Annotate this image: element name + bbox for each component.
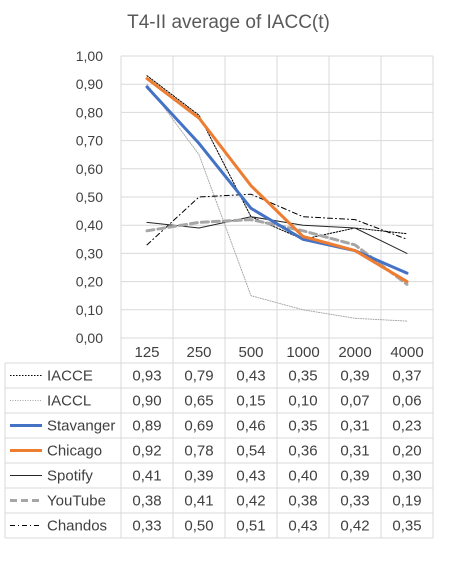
data-label: 0,51 bbox=[236, 518, 265, 535]
data-label: 0,35 bbox=[392, 518, 421, 535]
data-label: 0,31 bbox=[340, 443, 369, 460]
y-tick-label: 0,00 bbox=[76, 330, 103, 346]
y-tick-label: 0,90 bbox=[76, 76, 103, 92]
y-tick-label: 0,80 bbox=[76, 104, 103, 120]
legend-label-iaccl: IACCL bbox=[47, 393, 91, 410]
chart-title: T4-II average of IACC(t) bbox=[127, 12, 330, 33]
data-label: 0,33 bbox=[132, 518, 161, 535]
data-label: 0,54 bbox=[236, 443, 265, 460]
data-label: 0,31 bbox=[340, 418, 369, 435]
x-tick-label: 1000 bbox=[286, 344, 319, 361]
x-tick-label: 500 bbox=[238, 344, 263, 361]
y-tick-label: 0,70 bbox=[76, 133, 103, 149]
x-tick-label: 125 bbox=[134, 344, 159, 361]
y-tick-label: 0,20 bbox=[76, 274, 103, 290]
data-label: 0,37 bbox=[392, 368, 421, 385]
data-label: 0,19 bbox=[392, 493, 421, 510]
series-line-chandos bbox=[146, 193, 408, 246]
data-label: 0,38 bbox=[288, 493, 317, 510]
data-label: 0,33 bbox=[340, 493, 369, 510]
series-line-spotify bbox=[146, 216, 408, 254]
data-label: 0,07 bbox=[340, 393, 369, 410]
data-label: 0,93 bbox=[132, 368, 161, 385]
data-label: 0,78 bbox=[184, 443, 213, 460]
legend-label-iacce: IACCE bbox=[47, 368, 93, 385]
data-label: 0,35 bbox=[288, 418, 317, 435]
data-label: 0,69 bbox=[184, 418, 213, 435]
y-tick-label: 1,00 bbox=[76, 48, 103, 64]
y-tick-label: 0,30 bbox=[76, 245, 103, 261]
data-label: 0,42 bbox=[340, 518, 369, 535]
legend-label-chandos: Chandos bbox=[47, 518, 107, 535]
data-label: 0,38 bbox=[132, 493, 161, 510]
x-tick-label: 4000 bbox=[390, 344, 423, 361]
series-line-iaccl bbox=[146, 83, 408, 322]
data-label: 0,06 bbox=[392, 393, 421, 410]
data-label: 0,36 bbox=[288, 443, 317, 460]
y-tick-label: 0,60 bbox=[76, 161, 103, 177]
data-label: 0,39 bbox=[340, 368, 369, 385]
data-label: 0,41 bbox=[132, 468, 161, 485]
data-label: 0,46 bbox=[236, 418, 265, 435]
data-label: 0,79 bbox=[184, 368, 213, 385]
series-line-iacce bbox=[146, 75, 408, 240]
data-label: 0,50 bbox=[184, 518, 213, 535]
data-label: 0,90 bbox=[132, 393, 161, 410]
data-label: 0,43 bbox=[236, 368, 265, 385]
series-line-chicago bbox=[145, 77, 409, 284]
x-tick-label: 2000 bbox=[338, 344, 371, 361]
data-label: 0,40 bbox=[288, 468, 317, 485]
data-label: 0,15 bbox=[236, 393, 265, 410]
data-label: 0,43 bbox=[288, 518, 317, 535]
data-label: 0,39 bbox=[184, 468, 213, 485]
data-label: 0,10 bbox=[288, 393, 317, 410]
y-tick-label: 0,50 bbox=[76, 189, 103, 205]
legend-label-chicago: Chicago bbox=[47, 443, 102, 460]
data-label: 0,43 bbox=[236, 468, 265, 485]
data-label: 0,92 bbox=[132, 443, 161, 460]
data-label: 0,42 bbox=[236, 493, 265, 510]
y-tick-label: 0,40 bbox=[76, 217, 103, 233]
y-tick-label: 0,10 bbox=[76, 302, 103, 318]
data-label: 0,30 bbox=[392, 468, 421, 485]
data-label: 0,65 bbox=[184, 393, 213, 410]
data-label: 0,20 bbox=[392, 443, 421, 460]
legend-label-stavanger: Stavanger bbox=[47, 418, 115, 435]
legend-label-youtube: YouTube bbox=[47, 493, 106, 510]
data-label: 0,41 bbox=[184, 493, 213, 510]
data-label: 0,89 bbox=[132, 418, 161, 435]
data-label: 0,35 bbox=[288, 368, 317, 385]
x-tick-label: 250 bbox=[186, 344, 211, 361]
data-label: 0,39 bbox=[340, 468, 369, 485]
data-label: 0,23 bbox=[392, 418, 421, 435]
legend-label-spotify: Spotify bbox=[47, 468, 93, 485]
